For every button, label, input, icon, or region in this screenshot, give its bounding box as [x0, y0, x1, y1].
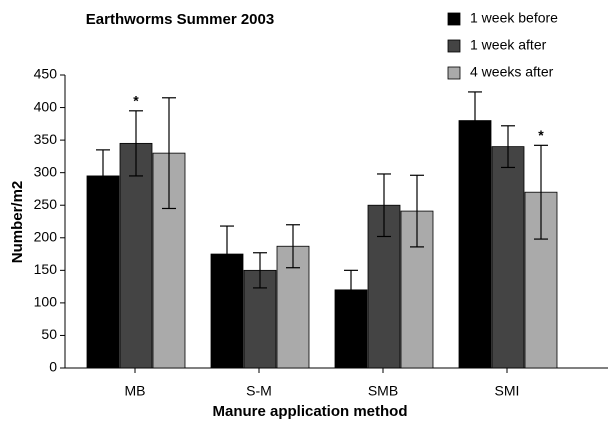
y-tick-label: 150 — [34, 261, 58, 277]
legend-swatch — [447, 39, 461, 53]
y-axis-label: Number/m2 — [9, 181, 26, 264]
y-tick-label: 200 — [34, 228, 58, 244]
x-axis-label: Manure application method — [212, 403, 407, 420]
x-tick-label: SMB — [368, 383, 398, 399]
legend-label: 1 week before — [470, 10, 558, 26]
x-tick-label: MB — [125, 383, 146, 399]
y-tick-label: 450 — [34, 66, 58, 82]
legend-swatch — [447, 66, 461, 80]
annotation: * — [133, 93, 139, 109]
legend-label: 1 week after — [470, 37, 547, 53]
y-tick-label: 300 — [34, 163, 58, 179]
bar — [458, 120, 492, 369]
y-tick-label: 350 — [34, 131, 58, 147]
x-tick-label: S-M — [246, 383, 272, 399]
annotation: * — [538, 127, 544, 143]
bar — [86, 175, 120, 369]
y-tick-label: 400 — [34, 98, 58, 114]
chart-title: Earthworms Summer 2003 — [86, 11, 274, 28]
legend-label: 4 weeks after — [470, 64, 554, 80]
bar — [491, 146, 525, 369]
bar — [119, 142, 153, 369]
bar — [210, 253, 244, 369]
bar — [243, 269, 277, 369]
x-tick-label: SMI — [495, 383, 520, 399]
y-tick-label: 100 — [34, 294, 58, 310]
y-tick-label: 250 — [34, 196, 58, 212]
legend-swatch — [447, 12, 461, 26]
y-tick-label: 50 — [41, 326, 57, 342]
y-tick-label: 0 — [49, 359, 57, 375]
